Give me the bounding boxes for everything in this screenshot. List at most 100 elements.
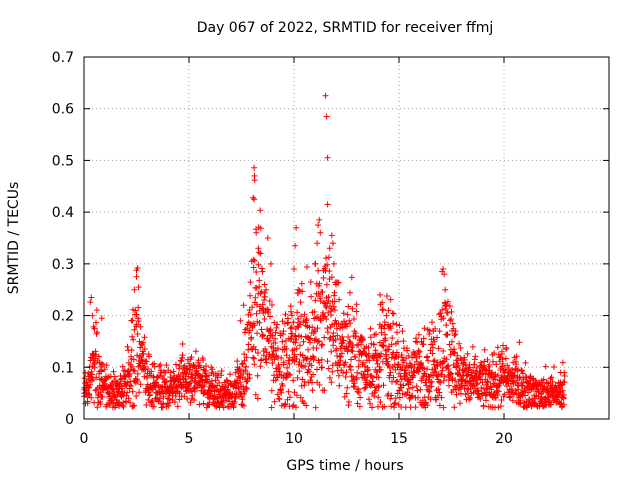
- data-point: [348, 356, 355, 363]
- data-point: [323, 255, 329, 262]
- data-point: [260, 332, 266, 339]
- data-point: [493, 361, 500, 368]
- data-point: [329, 368, 336, 375]
- data-point: [365, 366, 372, 373]
- data-point: [128, 383, 135, 389]
- data-point: [261, 281, 268, 288]
- data-point: [447, 371, 454, 378]
- data-point: [413, 383, 420, 390]
- data-point: [181, 393, 188, 400]
- data-point: [255, 249, 262, 256]
- data-point: [431, 361, 437, 368]
- data-point: [513, 353, 520, 360]
- data-point: [94, 404, 101, 411]
- data-point: [246, 327, 253, 334]
- data-point: [331, 298, 338, 305]
- data-point: [158, 372, 165, 379]
- data-point: [288, 308, 294, 315]
- y-tick-label: 0.3: [52, 257, 74, 273]
- data-point: [413, 358, 420, 365]
- data-point: [93, 374, 100, 381]
- data-point: [386, 365, 393, 371]
- data-point: [174, 403, 181, 410]
- data-point: [547, 375, 554, 382]
- data-point: [508, 386, 515, 392]
- data-point: [400, 359, 407, 366]
- data-point: [257, 363, 264, 370]
- data-point: [559, 387, 566, 394]
- data-point: [517, 400, 524, 407]
- data-point: [311, 308, 318, 315]
- data-point: [392, 395, 399, 402]
- data-point: [433, 396, 440, 403]
- data-point: [369, 404, 376, 411]
- data-point: [307, 279, 314, 285]
- data-point: [241, 351, 248, 358]
- data-point: [316, 382, 323, 388]
- data-point: [473, 381, 480, 388]
- data-point: [318, 317, 324, 324]
- data-point: [287, 303, 294, 310]
- data-point: [445, 366, 452, 372]
- data-point: [390, 320, 397, 327]
- data-point: [258, 356, 265, 363]
- data-point: [304, 264, 310, 270]
- data-point: [337, 353, 344, 360]
- data-point: [351, 380, 358, 387]
- data-point: [288, 312, 295, 319]
- data-point: [183, 388, 190, 395]
- data-point: [355, 386, 362, 393]
- data-point: [435, 386, 442, 393]
- data-point: [90, 323, 97, 330]
- data-point: [382, 337, 389, 344]
- data-point: [129, 333, 136, 340]
- data-point: [344, 311, 351, 318]
- y-axis-label: SRMTID / TECUs: [6, 182, 22, 295]
- data-point: [409, 384, 416, 391]
- data-point: [274, 345, 281, 352]
- data-point: [251, 177, 258, 184]
- data-point: [259, 301, 266, 308]
- data-point: [261, 316, 268, 322]
- data-point: [333, 345, 340, 352]
- data-point: [316, 359, 323, 366]
- data-point: [247, 311, 254, 318]
- data-point: [131, 402, 138, 409]
- data-point: [161, 368, 167, 375]
- data-point: [240, 302, 247, 309]
- data-point: [184, 356, 191, 363]
- data-point: [173, 361, 179, 368]
- data-point: [328, 274, 335, 281]
- data-point: [377, 291, 384, 298]
- data-point: [268, 387, 275, 394]
- data-point: [312, 328, 319, 335]
- data-point: [354, 369, 361, 376]
- data-point: [480, 402, 487, 409]
- data-point: [398, 376, 405, 383]
- data-point: [287, 325, 294, 332]
- data-point: [461, 356, 468, 363]
- data-point: [282, 400, 289, 407]
- data-point: [431, 338, 438, 345]
- data-point: [304, 369, 311, 376]
- data-point: [499, 360, 506, 367]
- data-point: [176, 365, 183, 372]
- data-point: [347, 366, 354, 373]
- data-point: [176, 390, 183, 397]
- data-point: [532, 395, 538, 402]
- data-point: [297, 321, 304, 328]
- data-point: [453, 391, 460, 398]
- data-point: [339, 333, 346, 340]
- data-point: [321, 387, 328, 394]
- data-point: [130, 367, 137, 374]
- data-point: [196, 401, 203, 408]
- data-point: [131, 368, 138, 374]
- data-point: [372, 387, 379, 394]
- data-point: [177, 373, 184, 380]
- data-point: [243, 384, 250, 391]
- data-point: [250, 256, 257, 263]
- data-point: [516, 339, 523, 346]
- data-point: [337, 325, 343, 332]
- data-point: [137, 381, 144, 388]
- data-point: [329, 240, 336, 247]
